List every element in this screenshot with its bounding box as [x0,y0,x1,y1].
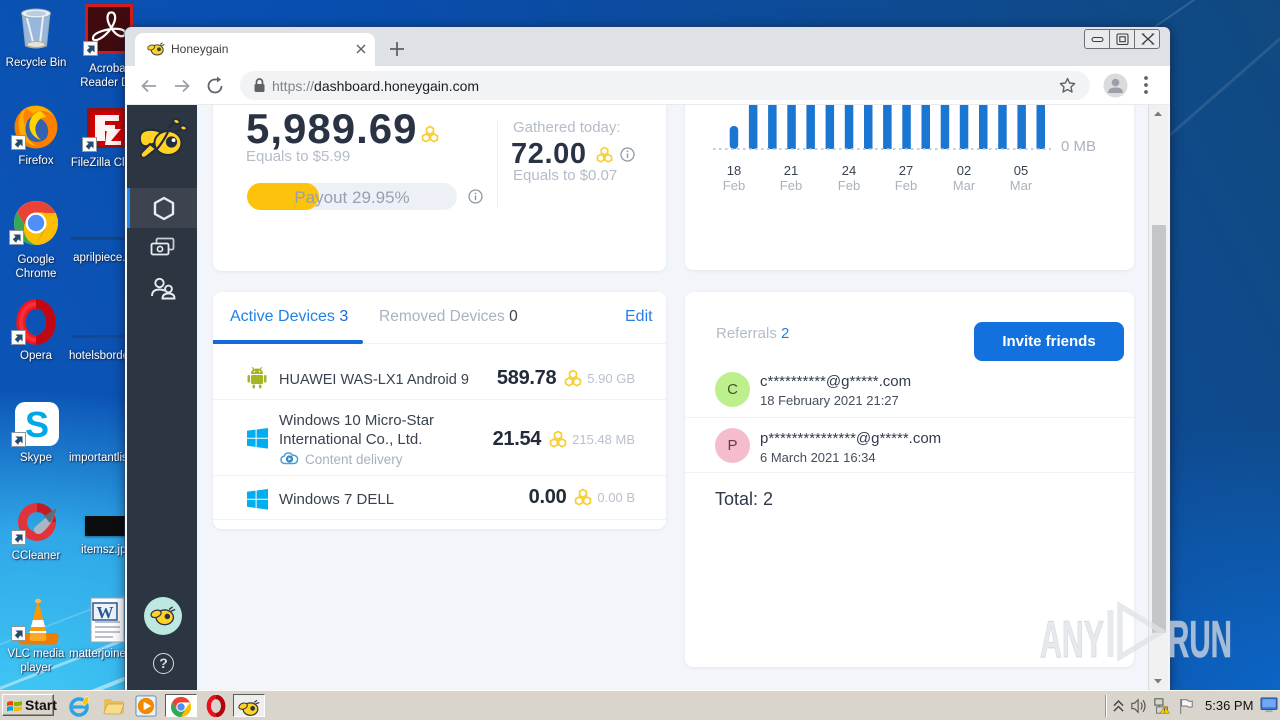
svg-text:ANY: ANY [1040,611,1104,664]
svg-text:W: W [97,603,114,622]
svg-text:S: S [25,404,49,445]
svg-text:!: ! [1164,707,1166,714]
svg-text:RUN: RUN [1168,611,1232,664]
